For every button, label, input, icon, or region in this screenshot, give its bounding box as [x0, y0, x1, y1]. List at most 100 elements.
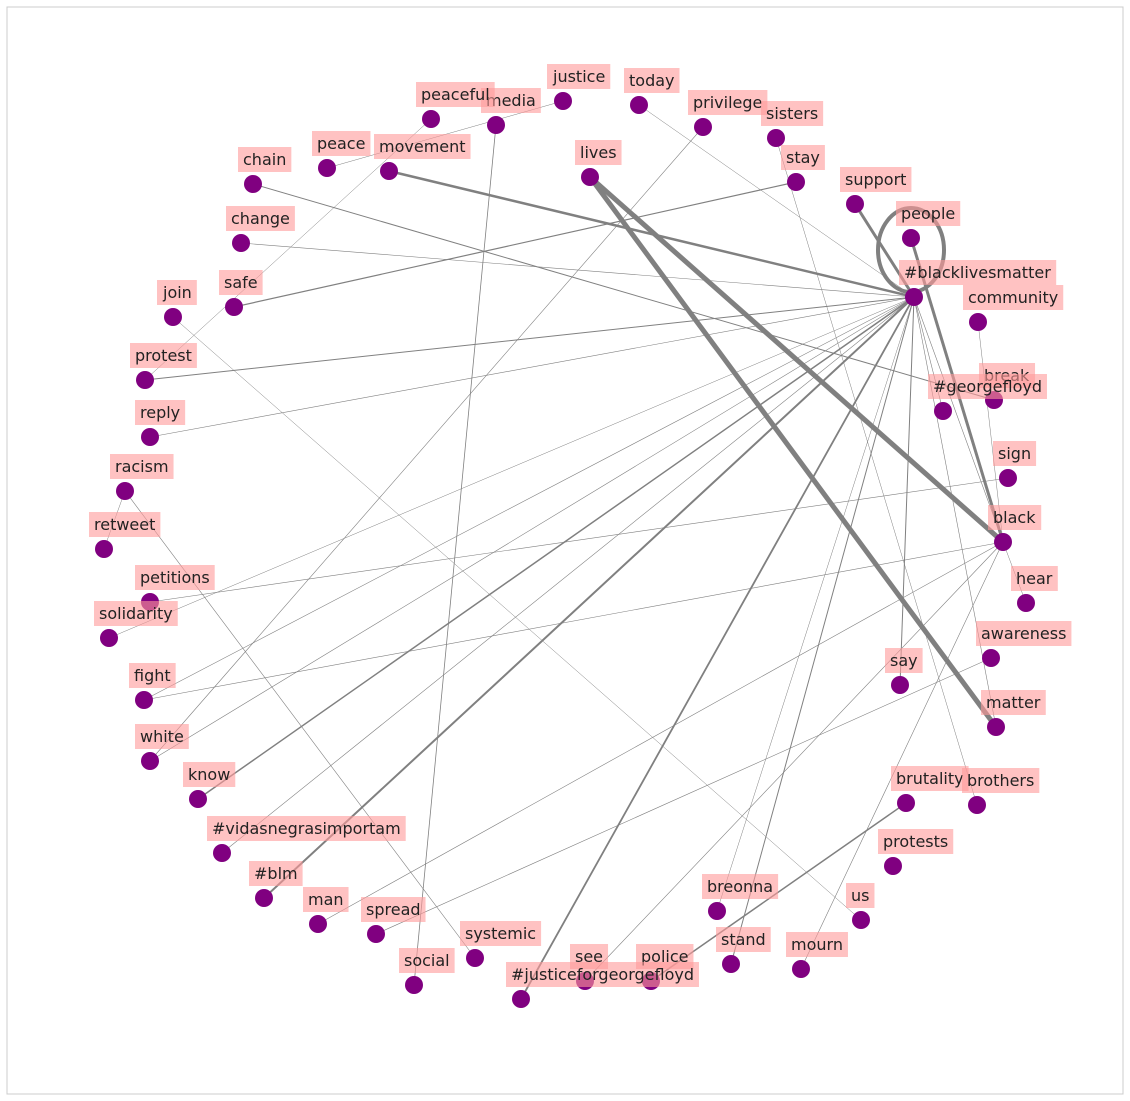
label-box — [840, 167, 912, 192]
label-box — [303, 887, 349, 912]
label-awareness: awareness — [976, 621, 1072, 646]
edge-white-blacklivesmatter — [149, 296, 915, 762]
node-hear — [1017, 594, 1035, 612]
label-box — [361, 897, 426, 922]
label-support: support — [840, 167, 912, 192]
label-box — [89, 512, 161, 537]
node-label-text: #blm — [254, 864, 298, 883]
node-label-text: black — [993, 508, 1036, 527]
node-label-text: white — [140, 727, 184, 746]
label-box — [702, 874, 779, 899]
edge-say-blacklivesmatter — [899, 296, 915, 686]
node-reply — [141, 428, 159, 446]
node-racism — [116, 482, 134, 500]
node-label-text: lives — [580, 143, 617, 162]
label-box — [135, 565, 215, 590]
edge-white-privilege — [149, 126, 704, 762]
node-brutality — [897, 794, 915, 812]
node-label-text: social — [404, 951, 450, 970]
node-label-text: mourn — [791, 935, 843, 954]
label-box — [183, 762, 236, 787]
edge-police-brutality — [650, 802, 907, 982]
edge-see-black — [584, 541, 1004, 982]
node-label-text: us — [851, 886, 869, 905]
edge-blm-blacklivesmatter — [263, 296, 915, 899]
label-box — [988, 505, 1042, 530]
node-join — [164, 308, 182, 326]
label-box — [547, 64, 611, 89]
label-sisters: sisters — [761, 101, 824, 126]
label-reply: reply — [135, 400, 186, 425]
node-label-text: change — [231, 209, 290, 228]
node-social — [405, 976, 423, 994]
label-box — [249, 861, 303, 886]
node-blacklivesmatter — [905, 288, 923, 306]
node-label-text: brothers — [967, 771, 1034, 790]
label-box — [899, 260, 1057, 285]
label-stay: stay — [781, 145, 825, 170]
edge-stand-blacklivesmatter — [730, 296, 915, 965]
node-label-text: spread — [366, 900, 421, 919]
node-label-text: reply — [140, 403, 180, 422]
node-retweet — [95, 540, 113, 558]
node-white — [141, 752, 159, 770]
node-label-text: solidarity — [99, 604, 173, 623]
node-label-text: man — [308, 890, 344, 909]
label-blm: #blm — [249, 861, 303, 886]
edge-fight-black — [143, 541, 1004, 701]
node-label-text: today — [629, 71, 675, 90]
label-box — [130, 343, 197, 368]
label-box — [976, 621, 1072, 646]
node-label-text: protests — [883, 832, 948, 851]
edge-lives-matter — [587, 174, 999, 730]
label-box — [993, 441, 1037, 466]
node-label-text: peace — [317, 134, 365, 153]
node-label-text: #vidasnegrasimportam — [212, 819, 401, 838]
node-label-text: #georgefloyd — [933, 377, 1042, 396]
label-say: say — [885, 648, 923, 673]
label-fight: fight — [129, 663, 176, 688]
node-label-text: racism — [115, 457, 169, 476]
label-box — [157, 280, 197, 305]
label-box — [374, 134, 471, 159]
node-people — [902, 229, 920, 247]
node-label-text: media — [486, 91, 536, 110]
label-box — [110, 454, 174, 479]
label-georgefloyd: #georgefloyd — [928, 374, 1047, 399]
edge-reply-blacklivesmatter — [149, 296, 915, 438]
label-join: join — [157, 280, 197, 305]
node-us — [852, 911, 870, 929]
node-justice — [554, 92, 572, 110]
node-label-text: justice — [552, 67, 605, 86]
label-box — [928, 374, 1047, 399]
node-label-text: know — [188, 765, 230, 784]
node-systemic — [466, 949, 484, 967]
node-chain — [244, 175, 262, 193]
node-label-text: retweet — [94, 515, 155, 534]
label-box — [761, 101, 824, 126]
node-label-text: #justiceforgeorgefloyd — [511, 965, 694, 984]
label-brothers: brothers — [962, 768, 1040, 793]
label-box — [688, 90, 768, 115]
node-black — [994, 533, 1012, 551]
edge-movement-blacklivesmatter — [387, 169, 916, 299]
node-label-text: join — [162, 283, 192, 302]
label-hear: hear — [1011, 566, 1058, 591]
node-stay — [787, 173, 805, 191]
edge-today-blacklivesmatter — [638, 104, 915, 298]
node-label-text: systemic — [465, 924, 536, 943]
node-label-text: breonna — [707, 877, 773, 896]
node-stand — [722, 955, 740, 973]
label-box — [624, 68, 680, 93]
label-box — [312, 131, 371, 156]
label-breonna: breonna — [702, 874, 779, 899]
node-media — [487, 116, 505, 134]
edge-man-black — [317, 541, 1004, 925]
edge-breonna-blacklivesmatter — [716, 296, 915, 912]
node-mourn — [792, 960, 810, 978]
label-lives: lives — [575, 140, 622, 165]
node-protests — [884, 857, 902, 875]
label-box — [416, 82, 495, 107]
node-label-text: petitions — [140, 568, 210, 587]
